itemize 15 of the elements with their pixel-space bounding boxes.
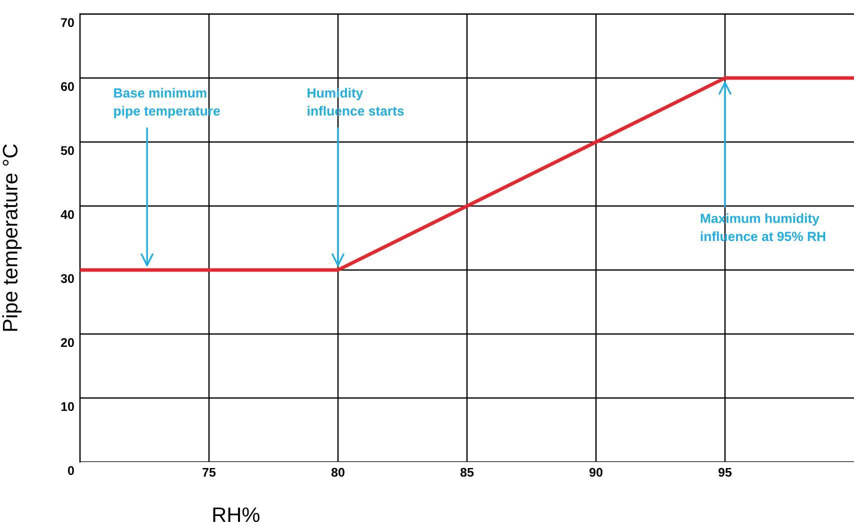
y-tick-label: 60 [61, 82, 74, 91]
x-tick-label: 80 [331, 468, 344, 477]
y-tick-label: 30 [60, 274, 74, 284]
y-tick-label: 50 [60, 146, 74, 155]
x-tick-label: 90 [589, 468, 602, 477]
x-tick-label: 95 [718, 468, 732, 477]
x-tick-label: 75 [202, 468, 216, 477]
y-axis-title: Pipe temperature °C [2, 144, 22, 331]
x-tick-label: 85 [460, 468, 474, 477]
y-tick-label: 70 [61, 18, 74, 27]
y-tick-label: 40 [60, 210, 74, 219]
y-tick-label: 10 [61, 402, 74, 411]
y-tick-label: 20 [60, 338, 74, 347]
y-tick-label: 0 [68, 466, 74, 475]
x-axis-title: RH% [213, 507, 260, 522]
